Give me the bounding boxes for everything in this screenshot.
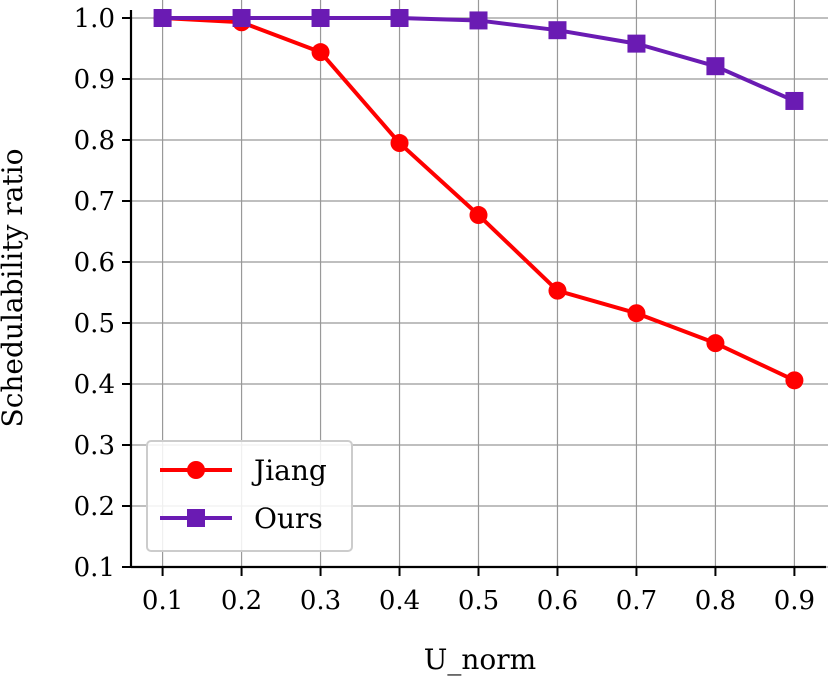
legend-marker-ours	[187, 509, 205, 527]
y-tick-label: 0.7	[74, 187, 115, 217]
y-tick-label: 1.0	[74, 4, 115, 34]
data-point-ours	[311, 9, 330, 27]
y-tick-label: 0.3	[74, 431, 115, 461]
y-tick-label: 0.2	[74, 492, 115, 522]
data-point-jiang	[627, 304, 646, 323]
data-point-ours	[469, 11, 488, 30]
data-point-ours	[153, 9, 172, 27]
y-ticks: 0.1 0.2 0.3 0.4 0.5 0.6 0.7 0.8 0.9 1.0	[74, 4, 131, 583]
legend-label-ours: Ours	[254, 502, 323, 535]
data-point-ours	[785, 91, 804, 110]
y-axis-label: Schedulability ratio	[0, 149, 29, 428]
data-point-jiang	[469, 206, 488, 225]
series-layer	[153, 9, 804, 390]
y-tick-label: 0.8	[74, 126, 115, 156]
y-tick-label: 0.6	[74, 248, 115, 278]
x-tick-label: 0.1	[142, 586, 183, 616]
data-point-ours	[390, 9, 409, 27]
data-point-jiang	[548, 281, 567, 300]
x-tick-label: 0.5	[458, 586, 499, 616]
x-axis-label: U_norm	[424, 643, 536, 676]
x-tick-label: 0.6	[537, 586, 578, 616]
series-ours	[153, 9, 804, 110]
x-tick-label: 0.7	[616, 586, 657, 616]
x-tick-label: 0.3	[300, 586, 341, 616]
data-point-jiang	[311, 43, 330, 62]
y-tick-label: 0.9	[74, 65, 115, 95]
x-tick-label: 0.9	[774, 586, 815, 616]
data-point-ours	[627, 34, 646, 53]
legend-item-ours: Ours	[160, 502, 323, 535]
x-ticks: 0.1 0.2 0.3 0.4 0.5 0.6 0.7 0.8 0.9	[142, 567, 815, 616]
legend-item-jiang: Jiang	[160, 454, 327, 487]
data-point-ours	[706, 57, 725, 76]
data-point-jiang	[706, 334, 725, 353]
x-tick-label: 0.2	[221, 586, 262, 616]
y-tick-label: 0.1	[74, 553, 115, 583]
y-tick-label: 0.5	[74, 309, 115, 339]
legend: Jiang Ours	[146, 440, 353, 552]
data-point-jiang	[390, 134, 409, 153]
data-point-ours	[232, 9, 251, 27]
legend-label-jiang: Jiang	[251, 454, 327, 487]
legend-marker-jiang	[187, 461, 205, 479]
x-tick-label: 0.8	[695, 586, 736, 616]
data-point-ours	[548, 21, 567, 40]
data-point-jiang	[785, 371, 804, 390]
y-tick-label: 0.4	[74, 370, 115, 400]
x-tick-label: 0.4	[379, 586, 420, 616]
